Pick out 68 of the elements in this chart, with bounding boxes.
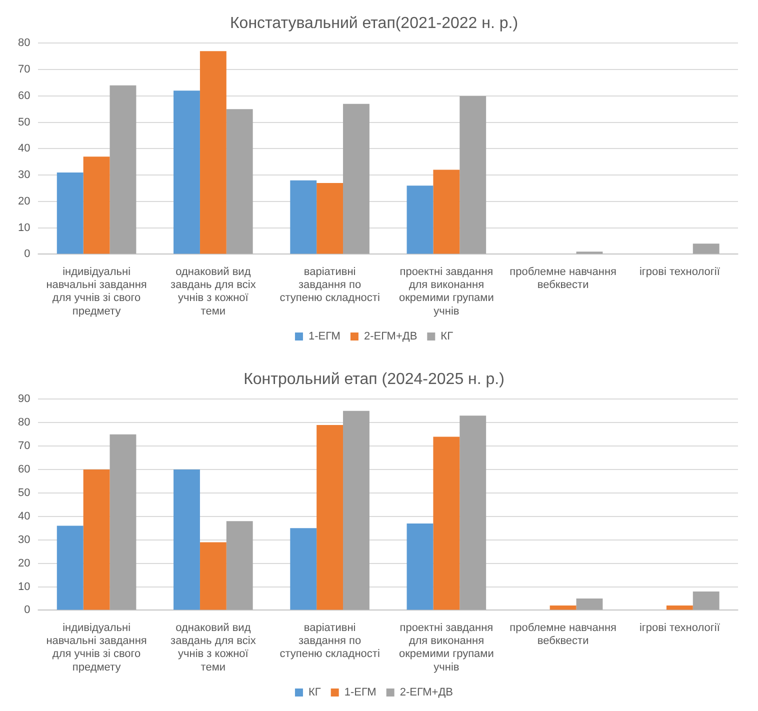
chart-title: Констатувальний етап(2021-2022 н. р.) — [230, 15, 518, 32]
y-tick-label: 60 — [18, 464, 30, 476]
bar — [226, 109, 253, 254]
y-tick-label: 90 — [18, 393, 30, 406]
x-tick-label: ігрові технології — [639, 266, 720, 278]
y-tick-label: 50 — [18, 487, 30, 500]
bar — [83, 470, 110, 610]
legend-label: 1-ЕГМ — [344, 686, 376, 699]
bar — [576, 598, 603, 610]
bar — [226, 521, 253, 610]
chart-title: Контрольний етап (2024-2025 н. р.) — [244, 371, 504, 388]
legend-label: 2-ЕГМ+ДВ — [400, 686, 454, 699]
bar — [174, 90, 200, 254]
bar — [406, 186, 434, 254]
legend-label: КГ — [440, 330, 454, 343]
y-tick-label: 20 — [18, 195, 30, 208]
bar — [666, 606, 693, 610]
y-tick-label: 0 — [24, 248, 30, 260]
y-tick-label: 70 — [18, 440, 30, 452]
bar — [56, 172, 84, 254]
legend-label: 2-ЕГМ+ДВ — [364, 330, 418, 343]
bar — [406, 523, 434, 610]
y-tick-label: 80 — [18, 37, 30, 50]
bar — [290, 528, 317, 610]
y-tick-label: 30 — [18, 169, 30, 182]
x-tick-label: варіативні завдання по ступеню складності — [280, 266, 380, 304]
x-tick-label: індивідуальні навчальні завдання для учнів зі свого предмету — [46, 622, 147, 674]
y-tick-label: 10 — [18, 580, 30, 593]
bar — [692, 244, 720, 254]
x-tick-label: проблемне навчання вебквести — [510, 622, 617, 648]
bar — [110, 85, 136, 254]
y-tick-label: 20 — [18, 557, 30, 570]
y-tick-label: 40 — [18, 142, 30, 155]
bar — [174, 470, 200, 610]
bar — [316, 182, 344, 254]
legend-label: 1-ЕГМ — [308, 330, 340, 343]
bar — [343, 410, 370, 610]
x-tick-label: проектні завдання для виконання окремими групами учнів — [398, 266, 494, 318]
y-tick-label: 0 — [24, 604, 30, 616]
y-tick-label: 80 — [18, 416, 30, 429]
x-tick-label: однаковий вид завдань для всіх учнів з кожної теми — [170, 622, 256, 674]
bar — [692, 591, 720, 610]
bar — [460, 96, 486, 254]
y-tick-label: 50 — [18, 116, 30, 128]
bar — [83, 156, 110, 254]
legend-label: КГ — [308, 686, 321, 699]
bar — [550, 606, 576, 610]
bar — [433, 170, 460, 254]
x-tick-label: варіативні завдання по ступеню складності — [280, 622, 380, 660]
y-tick-label: 70 — [18, 64, 30, 76]
y-tick-label: 40 — [18, 510, 30, 522]
x-tick-label: однаковий вид завдань для всіх учнів з кожної теми — [170, 266, 256, 318]
bar — [343, 104, 370, 254]
y-tick-label: 30 — [18, 534, 30, 546]
bar — [200, 51, 226, 254]
bar — [110, 434, 136, 610]
x-tick-label: ігрові технології — [639, 622, 720, 634]
bar — [316, 424, 344, 610]
y-tick-label: 10 — [18, 222, 30, 234]
bar — [290, 180, 317, 254]
bar — [460, 416, 486, 610]
bar — [56, 526, 84, 610]
x-tick-label: індивідуальні навчальні завдання для учнів зі свого предмету — [46, 266, 147, 318]
bar — [433, 436, 460, 610]
bar — [200, 542, 226, 610]
y-tick-label: 60 — [18, 90, 30, 102]
x-tick-label: проектні завдання для виконання окремими групами учнів — [398, 622, 494, 674]
x-tick-label: проблемне навчання вебквести — [510, 266, 617, 292]
